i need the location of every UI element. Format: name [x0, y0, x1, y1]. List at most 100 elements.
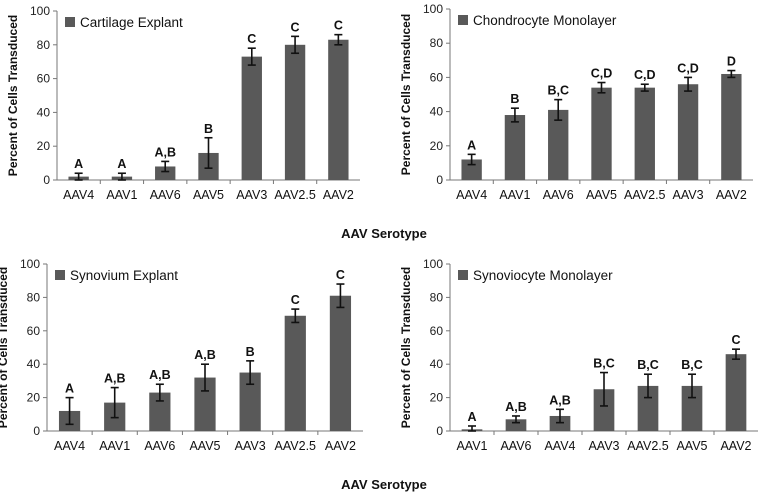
legend-swatch [458, 15, 468, 25]
y-tick-label: 0 [33, 424, 40, 438]
significance-label: B,C [547, 84, 569, 98]
panel-synovium-explant: 0 20 40 60 80 100 Percent of Cells Transduced A… [0, 257, 363, 453]
y-tick-label: 60 [430, 70, 444, 84]
significance-label: A,B [104, 372, 126, 386]
bar [329, 295, 352, 431]
y-tick-label: 100 [423, 2, 443, 16]
bar [155, 166, 176, 180]
significance-label: B [204, 122, 213, 136]
y-tick-label: 80 [430, 290, 444, 304]
y-tick-label: 40 [37, 105, 51, 119]
y-tick-label: 20 [37, 139, 51, 153]
legend-label: Chondrocyte Monolayer [473, 13, 617, 28]
legend-swatch [55, 270, 65, 280]
category-label: AAV2 [720, 439, 751, 453]
bar [328, 39, 349, 181]
category-label: AAV2 [716, 188, 747, 202]
category-label: AAV2.5 [275, 439, 317, 453]
panel-chondrocyte-monolayer: 0 20 40 60 80 100 Percent of Cells Transduced A… [399, 2, 753, 202]
bar [505, 419, 527, 431]
category-label: AAV6 [150, 188, 181, 202]
y-tick-label: 20 [430, 391, 444, 405]
significance-label: A,B [154, 145, 176, 159]
significance-label: C,D [677, 61, 699, 75]
category-label: AAV4 [54, 439, 85, 453]
x-axis-title-top: AAV Serotype [341, 226, 427, 241]
y-tick-label: 60 [37, 72, 51, 86]
bar [637, 385, 659, 431]
bar [284, 315, 306, 431]
category-label: AAV1 [456, 439, 487, 453]
y-tick-label: 0 [43, 173, 50, 187]
y-axis-title: Percent of Cells Transduced [399, 14, 413, 175]
category-label: AAV3 [236, 188, 267, 202]
significance-label: C [291, 20, 300, 34]
category-label: AAV5 [189, 439, 220, 453]
bar [284, 44, 306, 180]
significance-label: A [74, 157, 83, 171]
y-tick-label: 40 [430, 105, 444, 119]
bar [721, 73, 742, 180]
significance-label: B [246, 345, 255, 359]
y-tick-label: 0 [436, 173, 443, 187]
panel-synoviocyte-monolayer: 0 20 40 60 80 100 Percent of Cells Transduced A… [399, 257, 758, 453]
y-tick-label: 60 [430, 324, 444, 338]
category-label: AAV6 [543, 188, 574, 202]
significance-label: C [334, 19, 343, 33]
significance-label: A,B [149, 368, 171, 382]
y-tick-label: 20 [430, 139, 444, 153]
bar [548, 109, 569, 180]
category-label: AAV4 [456, 188, 487, 202]
category-label: AAV6 [144, 439, 175, 453]
significance-label: B,C [593, 357, 615, 371]
y-axis-title: Percent of Cells Transduced [0, 267, 10, 428]
significance-label: C [291, 293, 300, 307]
legend-label: Synoviocyte Monolayer [473, 268, 613, 283]
legend-label: Cartilage Explant [80, 15, 183, 30]
category-label: AAV6 [500, 439, 531, 453]
y-tick-label: 80 [27, 290, 41, 304]
significance-label: D [727, 55, 736, 69]
significance-label: A [117, 157, 126, 171]
bar [239, 372, 261, 431]
category-label: AAV3 [235, 439, 266, 453]
category-label: AAV5 [586, 188, 617, 202]
x-axis-title-bottom: AAV Serotype [341, 477, 427, 492]
bar [591, 87, 612, 180]
y-tick-label: 40 [27, 357, 41, 371]
category-label: AAV1 [106, 188, 137, 202]
significance-label: C [731, 333, 740, 347]
legend-label: Synovium Explant [70, 268, 178, 283]
y-tick-label: 100 [20, 257, 40, 271]
bar [461, 159, 482, 180]
bar [677, 84, 699, 180]
legend-swatch [458, 270, 468, 280]
y-tick-label: 40 [430, 357, 444, 371]
category-label: AAV3 [588, 439, 619, 453]
significance-label: A [65, 382, 74, 396]
y-axis-title: Percent of Cells Transduced [399, 267, 413, 428]
bar [149, 392, 171, 431]
category-label: AAV4 [544, 439, 575, 453]
y-tick-label: 80 [430, 36, 444, 50]
y-axis-title: Percent of Cells Transduced [6, 15, 20, 176]
y-tick-label: 80 [37, 38, 51, 52]
y-tick-label: 60 [27, 324, 41, 338]
bar [681, 385, 703, 431]
y-tick-label: 100 [30, 4, 50, 18]
legend-swatch [65, 17, 75, 27]
category-label: AAV3 [673, 188, 704, 202]
significance-label: A,B [194, 348, 216, 362]
y-tick-label: 20 [27, 391, 41, 405]
category-label: AAV1 [499, 188, 530, 202]
category-label: AAV2 [323, 188, 354, 202]
significance-label: C,D [591, 67, 613, 81]
significance-label: C [336, 268, 345, 282]
category-label: AAV2.5 [274, 188, 316, 202]
significance-label: B,C [681, 358, 703, 372]
category-label: AAV2 [325, 439, 356, 453]
significance-label: C,D [634, 68, 656, 82]
significance-label: B,C [637, 358, 659, 372]
significance-label: A,B [505, 400, 527, 414]
